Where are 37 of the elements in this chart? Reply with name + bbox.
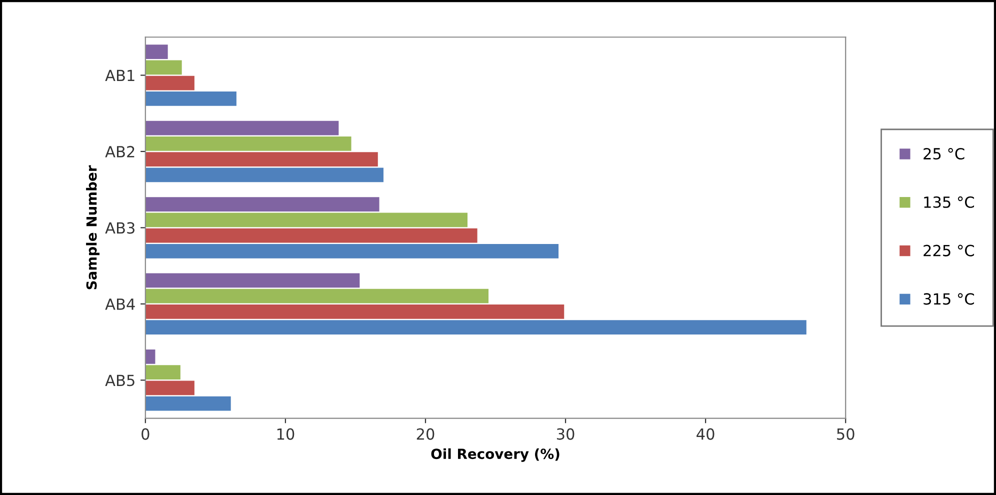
legend-label: 315 °C [924,293,974,305]
bar [145,152,378,166]
y-tick-label: AB4 [105,298,135,310]
legend-label: 225 °C [924,244,974,256]
bar [145,244,559,258]
bar [145,120,339,136]
bar [145,60,182,75]
x-tick-label: 30 [556,428,574,440]
legend-label: 25 °C [924,148,964,160]
bar [145,76,194,90]
y-tick-label: AB5 [105,374,134,386]
bar [145,320,806,335]
bar [145,304,564,319]
bar [145,365,180,380]
x-tick-label: 40 [696,428,714,440]
bar [145,288,489,304]
bar [145,44,168,59]
bar [145,380,194,396]
bar [145,91,236,106]
x-axis-title: Oil Recovery (%) [431,448,560,462]
legend-label: 135 °C [924,196,974,208]
y-tick-label: AB1 [105,70,134,82]
bar [145,212,468,228]
x-tick-label: 0 [142,428,150,440]
bar [145,396,231,411]
bar [145,350,156,364]
x-tick-label: 10 [277,428,294,440]
bar [145,136,352,151]
bar [145,168,384,182]
y-tick-label: AB2 [105,146,134,158]
x-tick-label: 50 [837,428,854,440]
y-tick-label: AB3 [105,222,134,234]
y-axis-title: Sample Number [86,165,100,290]
bar [145,228,478,243]
bar [145,197,380,212]
bar [145,273,360,288]
x-tick-label: 20 [416,428,434,440]
